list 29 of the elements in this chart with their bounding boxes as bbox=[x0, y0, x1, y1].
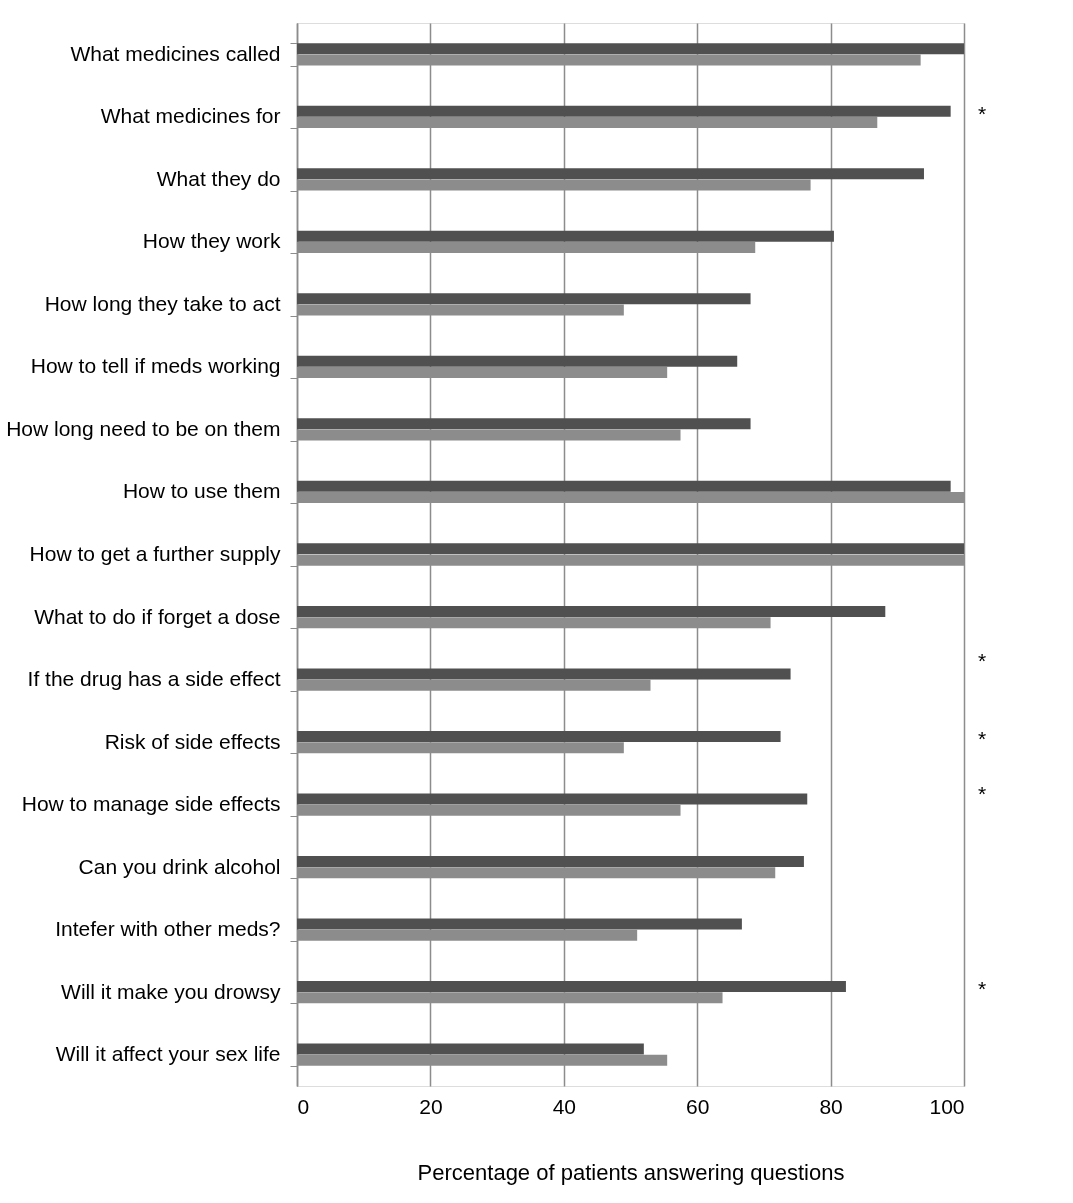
y-tick-label: Risk of side effects bbox=[104, 729, 281, 753]
x-axis-title: Percentage of patients answering questions bbox=[417, 1159, 845, 1185]
x-tick-label: 60 bbox=[686, 1094, 710, 1118]
text: * bbox=[977, 727, 987, 751]
y-tick-label: How to manage side effects bbox=[21, 792, 281, 816]
y-tick-label: What medicines called bbox=[70, 41, 281, 65]
y-tick-label: Intefer with other meds? bbox=[55, 917, 281, 941]
y-tick-label: How to tell if meds working bbox=[30, 354, 281, 378]
y-tick-label: How long they take to act bbox=[44, 291, 281, 315]
text: * bbox=[977, 781, 987, 805]
y-tick-label: If the drug has a side effect bbox=[27, 667, 281, 691]
y-tick-label: What they do bbox=[156, 166, 281, 190]
text: * bbox=[977, 101, 987, 125]
y-tick-label: How to get a further supply bbox=[29, 542, 281, 565]
y-tick-label: Will it affect your sex life bbox=[55, 1042, 281, 1066]
y-tick-label: Will it make you drowsy bbox=[61, 979, 281, 1003]
y-tick-label: What to do if forget a dose bbox=[34, 604, 281, 628]
text: * bbox=[977, 977, 987, 1001]
y-tick-label: How to use them bbox=[122, 479, 281, 503]
x-tick-label: 100 bbox=[929, 1094, 965, 1118]
y-tick-label: How long need to be on them bbox=[6, 416, 281, 440]
x-tick-label: 40 bbox=[552, 1094, 576, 1118]
y-tick-label: What medicines for bbox=[100, 104, 281, 128]
x-tick-label: 0 bbox=[297, 1094, 310, 1118]
text: * bbox=[977, 648, 987, 672]
y-tick-label: How they work bbox=[142, 229, 281, 253]
x-tick-label: 80 bbox=[819, 1094, 843, 1118]
x-tick-label: 20 bbox=[419, 1094, 443, 1118]
y-tick-label: Can you drink alcohol bbox=[78, 854, 281, 878]
